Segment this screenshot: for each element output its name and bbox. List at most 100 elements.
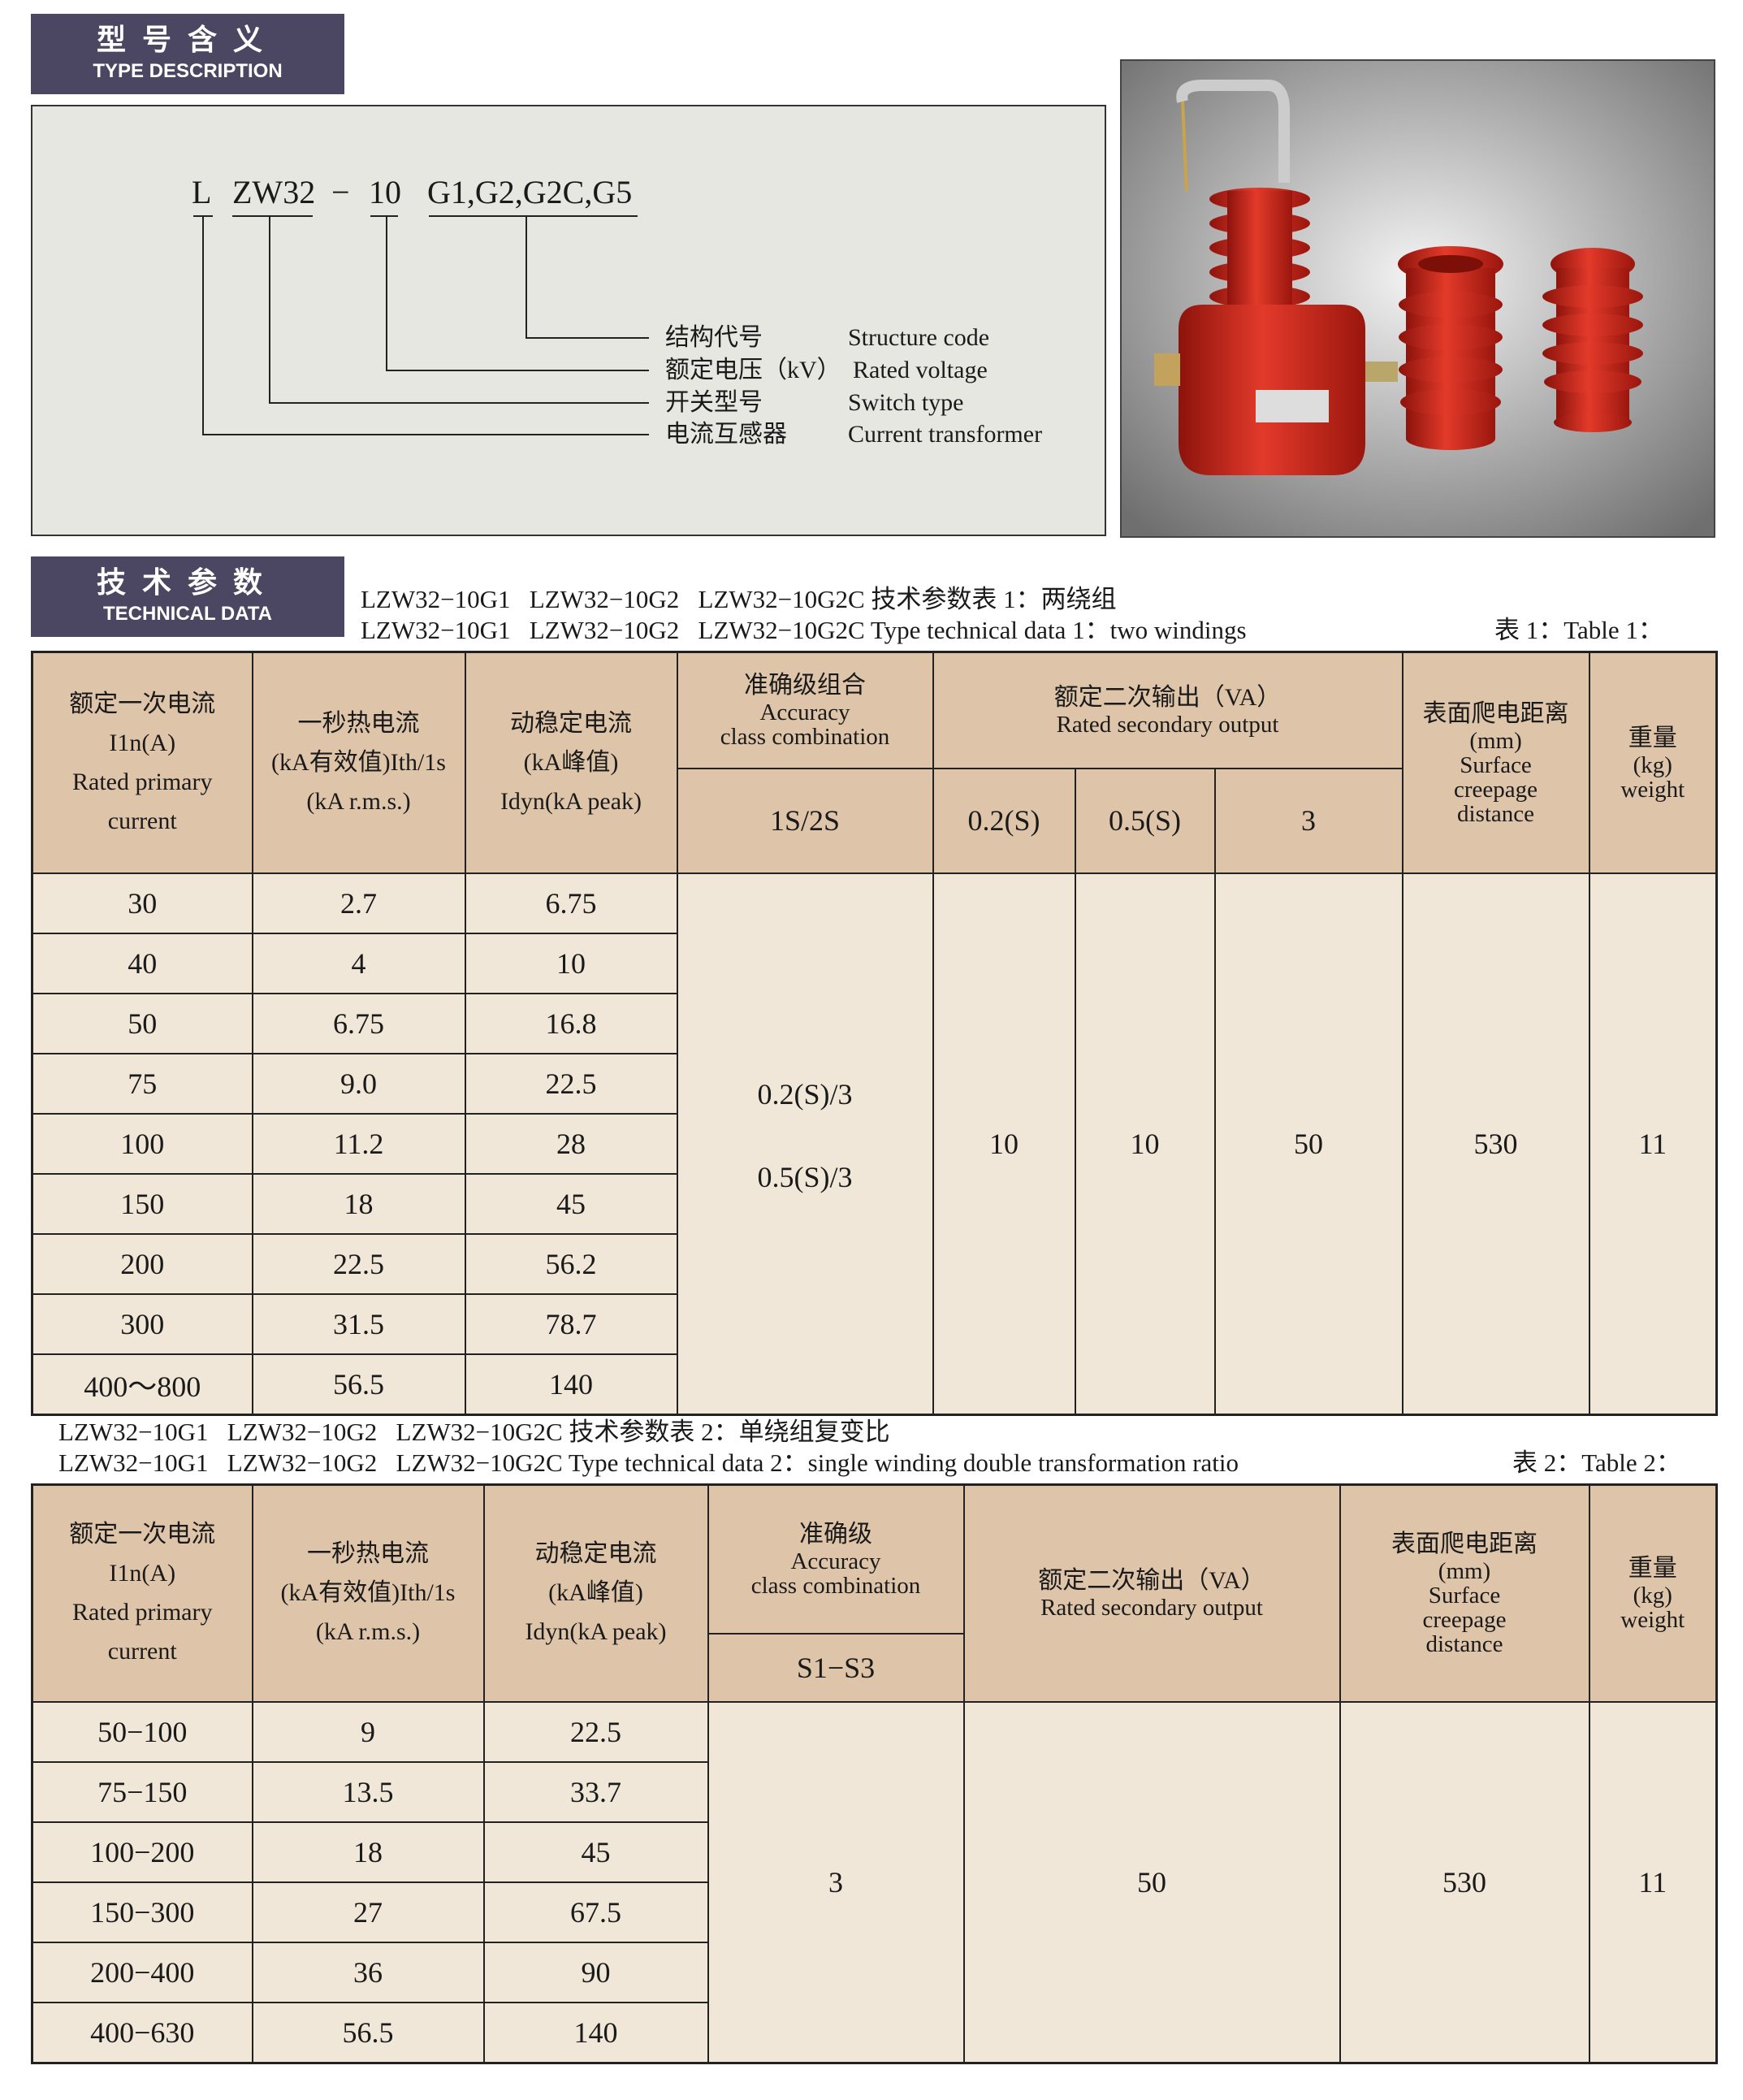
header-line: 额定二次输出（VA） [1053,684,1282,712]
header-line: weight [1620,1607,1685,1634]
thermal-current-cell: 2.7 [251,872,466,934]
thermal-current-cell: 27 [251,1881,485,1943]
dynamic-current-cell: 140 [482,2001,709,2063]
header-primary-current: 额定一次电流 I1n(A) Rated primary current [31,1483,253,1703]
thermal-current-cell: 9.0 [251,1052,466,1115]
header-line: I1n(A) [109,1560,176,1587]
header-line: current [107,1638,177,1665]
table-row: 200−400 36 90 [31,1941,1717,2003]
header-line: (kA峰值) [548,1579,643,1607]
header-line: (kg) [1633,751,1672,778]
model-part-voltage: 10 [369,174,401,210]
header-line: current [107,807,177,834]
subheader-s1-s3: S1−S3 [707,1632,965,1703]
primary-current-cell: 75 [31,1052,253,1115]
badge-title-cn: 型号含义 [96,23,279,56]
header-creepage-distance: 表面爬电距离 (mm) Surface creepage distance [1339,1483,1590,1703]
dynamic-current-cell: 22.5 [464,1052,678,1115]
thermal-current-cell: 11.2 [251,1112,466,1175]
badge-title-cn: 技术参数 [96,565,279,599]
header-line: 表面爬电距离 [1422,699,1569,727]
output-0-5s-cell: 10 [1074,872,1216,1415]
dynamic-current-cell: 67.5 [482,1881,709,1943]
header-line: (kg) [1633,1583,1672,1609]
dynamic-current-cell: 22.5 [482,1700,709,1763]
header-line: 额定二次输出（VA） [1038,1567,1265,1595]
thermal-current-cell: 22.5 [251,1232,466,1295]
label-structure-cn: 结构代号 [665,324,763,351]
model-part-dash: − [331,174,350,210]
header-line: 表面爬电距离 [1391,1531,1538,1558]
table2-caption-en: LZW32−10G1 LZW32−10G2 LZW32−10G2C Type t… [58,1448,1239,1477]
header-line: (mm) [1469,727,1522,754]
header-accuracy-class: 准确级组合 Accuracy class combination [676,651,934,769]
header-line: (kA有效值)Ith/1s [271,748,446,776]
dynamic-current-cell: 10 [464,932,678,994]
table-row: 100−200 18 45 [31,1821,1717,1883]
accuracy-cell: 3 [707,1700,965,2063]
table-row: 50−100 9 22.5 3 50 530 11 [31,1700,1718,2063]
technical-data-table-2: 额定一次电流 I1n(A) Rated primary current 一秒热电流 (k… [31,1483,1718,2064]
model-part-structure: G1,G2,G2C,G5 [427,174,633,210]
header-line: creepage [1454,776,1538,803]
header-line: 一秒热电流 [307,1540,429,1568]
header-thermal-current: 一秒热电流 (kA有效值)Ith/1s (kA r.m.s.) [251,1483,485,1703]
badge-title-en: TECHNICAL DATA [103,603,272,625]
creepage-cell: 530 [1339,1700,1590,2063]
header-primary-current: 额定一次电流 I1n(A) Rated primary current [31,651,253,874]
header-line: weight [1620,776,1685,803]
weight-cell: 11 [1588,1700,1718,2063]
table-row: 75−150 13.5 33.7 [31,1760,1717,1823]
product-photo [1120,59,1715,538]
thermal-current-cell: 18 [251,1821,485,1883]
dynamic-current-cell: 78.7 [464,1292,678,1355]
primary-current-cell: 100−200 [31,1821,253,1883]
header-line: creepage [1422,1607,1507,1634]
table-row: 150 18 45 [31,1172,1717,1235]
header-creepage-distance: 表面爬电距离 (mm) Surface creepage distance [1401,651,1590,874]
output-0-2s-cell: 10 [932,872,1076,1415]
primary-current-cell: 200−400 [31,1941,253,2003]
header-line: 额定一次电流 [69,1521,216,1548]
dynamic-current-cell: 28 [464,1112,678,1175]
header-line: (kA峰值) [523,748,619,776]
primary-current-cell: 50 [31,992,253,1054]
dynamic-current-cell: 33.7 [482,1760,709,1823]
model-part-zw32: ZW32 [232,174,316,210]
subheader-1s-2s: 1S/2S [676,767,934,874]
primary-current-cell: 300 [31,1292,253,1355]
header-line: (kA r.m.s.) [306,787,411,815]
table-row: 50 6.75 16.8 [31,992,1717,1054]
label-voltage-en: Rated voltage [853,357,988,383]
primary-current-cell: 150−300 [31,1881,253,1943]
header-line: Rated primary [72,1599,213,1626]
label-structure-en: Structure code [848,324,990,351]
header-dynamic-current: 动稳定电流 (kA峰值) Idyn(kA peak) [482,1483,709,1703]
dynamic-current-cell: 140 [464,1353,678,1415]
table1-label: 表 1：Table 1： [1494,616,1663,644]
header-line: 重量 [1628,724,1677,751]
header-line: (kA有效值)Ith/1s [280,1579,456,1607]
accuracy-combination-cell: 0.2(S)/3 0.5(S)/3 [676,872,934,1415]
header-line: distance [1457,800,1535,827]
label-switch-en: Switch type [848,389,964,416]
header-line: I1n(A) [109,729,176,756]
primary-current-cell: 200 [31,1232,253,1295]
table-row: 30 2.7 6.75 0.2(S)/3 0.5(S)/3 10 10 50 530 11 [31,872,1718,1415]
technical-data-badge: 技术参数 TECHNICAL DATA [31,556,344,637]
primary-current-cell: 50−100 [31,1700,253,1763]
primary-current-cell: 150 [31,1172,253,1235]
output-cell: 50 [962,1700,1341,2063]
badge-title-en: TYPE DESCRIPTION [93,60,283,82]
creepage-cell: 530 [1401,872,1590,1415]
header-weight: 重量 (kg) weight [1588,651,1718,874]
thermal-current-cell: 56.5 [251,2001,485,2063]
accuracy-combination-value: 0.2(S)/3 [757,1077,853,1111]
thermal-current-cell: 4 [251,932,466,994]
header-line: Rated primary [72,768,213,795]
dynamic-current-cell: 90 [482,1941,709,2003]
header-line: 准确级 [799,1521,872,1548]
model-designation-diagram: L ZW32 − 10 G1,G2,G2C,G5 结构代号 Structure … [31,105,1106,536]
diagram-leader-lines [193,215,649,435]
table1-caption-en: LZW32−10G1 LZW32−10G2 LZW32−10G2C Type t… [361,616,1247,644]
